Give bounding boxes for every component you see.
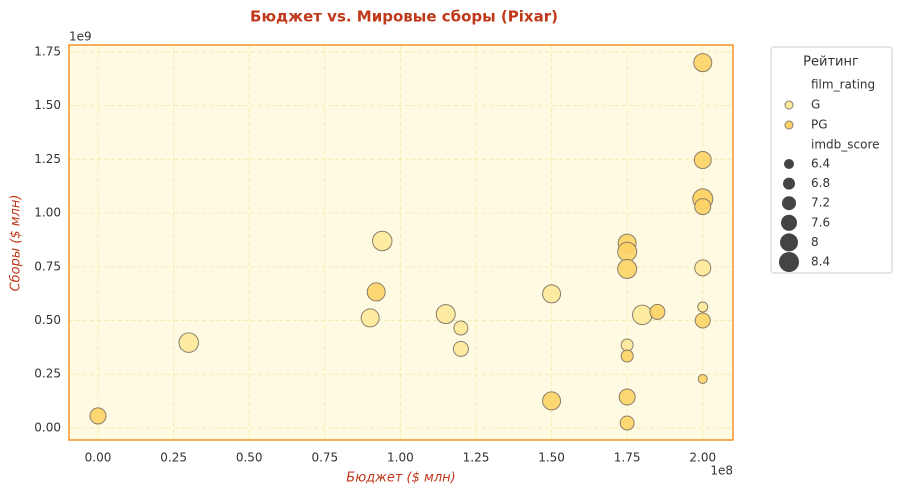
x-tick-label: 1.75: [614, 451, 641, 465]
legend-label: 7.2: [811, 196, 830, 210]
legend-label: 8.4: [811, 255, 830, 269]
legend-label: 8: [811, 235, 819, 249]
legend-size-marker: [781, 214, 797, 231]
bubble: [620, 349, 634, 363]
x-tick-label: 1.00: [387, 451, 414, 465]
y-tick-label: 1.00: [34, 206, 61, 220]
legend-box: [770, 46, 893, 274]
legend-title: Рейтинг: [803, 55, 859, 70]
legend-label: G: [811, 98, 820, 112]
bubble: [649, 303, 666, 320]
y-tick-label: 0.50: [34, 313, 61, 327]
bubble: [366, 282, 386, 302]
bubble: [617, 241, 638, 262]
x-tick-label: 0.00: [85, 451, 112, 465]
y-tick-label: 0.25: [34, 367, 61, 381]
bubble: [620, 338, 634, 352]
plot-border: [68, 44, 734, 441]
x-tick-label: 1.50: [538, 451, 565, 465]
legend-marker: [784, 100, 794, 110]
legend-subtitle: imdb_score: [811, 138, 880, 152]
legend-label: PG: [811, 118, 828, 132]
x-tick-label: 0.75: [311, 451, 338, 465]
bubble: [694, 259, 712, 277]
chart-title: Бюджет vs. Мировые сборы (Pixar): [250, 8, 558, 26]
bubble: [697, 373, 708, 384]
legend-label: 6.4: [811, 157, 830, 171]
x-tick-label: 2.00: [689, 451, 716, 465]
x-tick-label: 0.50: [236, 451, 263, 465]
legend-size-marker: [780, 233, 798, 252]
legend-label: 6.8: [811, 176, 830, 190]
y-tick-label: 1.50: [34, 98, 61, 112]
bubble: [452, 340, 469, 357]
legend-size-marker: [784, 159, 794, 169]
x-offset-label: 1e8: [710, 464, 733, 478]
bubble: [618, 388, 636, 406]
legend-subtitle: film_rating: [811, 78, 875, 92]
bubble: [360, 308, 380, 328]
bubble: [694, 198, 712, 216]
bubble: [453, 320, 469, 336]
bubble: [693, 53, 713, 73]
legend-label: 7.6: [811, 215, 830, 229]
bubble: [435, 304, 456, 325]
legend-size-marker: [782, 196, 796, 211]
bubble: [693, 150, 712, 169]
bubble: [619, 415, 635, 431]
bubble: [542, 284, 562, 304]
y-offset-label: 1e9: [69, 30, 92, 44]
bubble: [617, 258, 638, 279]
bubble: [89, 407, 107, 425]
y-tick-label: 0.00: [34, 420, 61, 434]
bubble: [694, 312, 711, 329]
x-tick-label: 0.25: [160, 451, 187, 465]
bubble: [372, 230, 393, 252]
legend-size-marker: [783, 177, 795, 190]
y-tick-label: 1.75: [34, 44, 61, 58]
x-axis-label: Бюджет ($ млн): [346, 471, 455, 486]
legend-marker: [784, 120, 794, 130]
y-tick-label: 1.25: [34, 152, 61, 166]
bubble: [178, 332, 199, 353]
legend-size-marker: [779, 252, 799, 272]
x-tick-label: 1.25: [463, 451, 490, 465]
bubble: [697, 301, 709, 313]
bubble: [542, 391, 562, 411]
bubble: [632, 304, 653, 326]
y-axis-label: Сборы ($ млн): [9, 195, 24, 292]
y-tick-label: 0.75: [34, 259, 61, 273]
